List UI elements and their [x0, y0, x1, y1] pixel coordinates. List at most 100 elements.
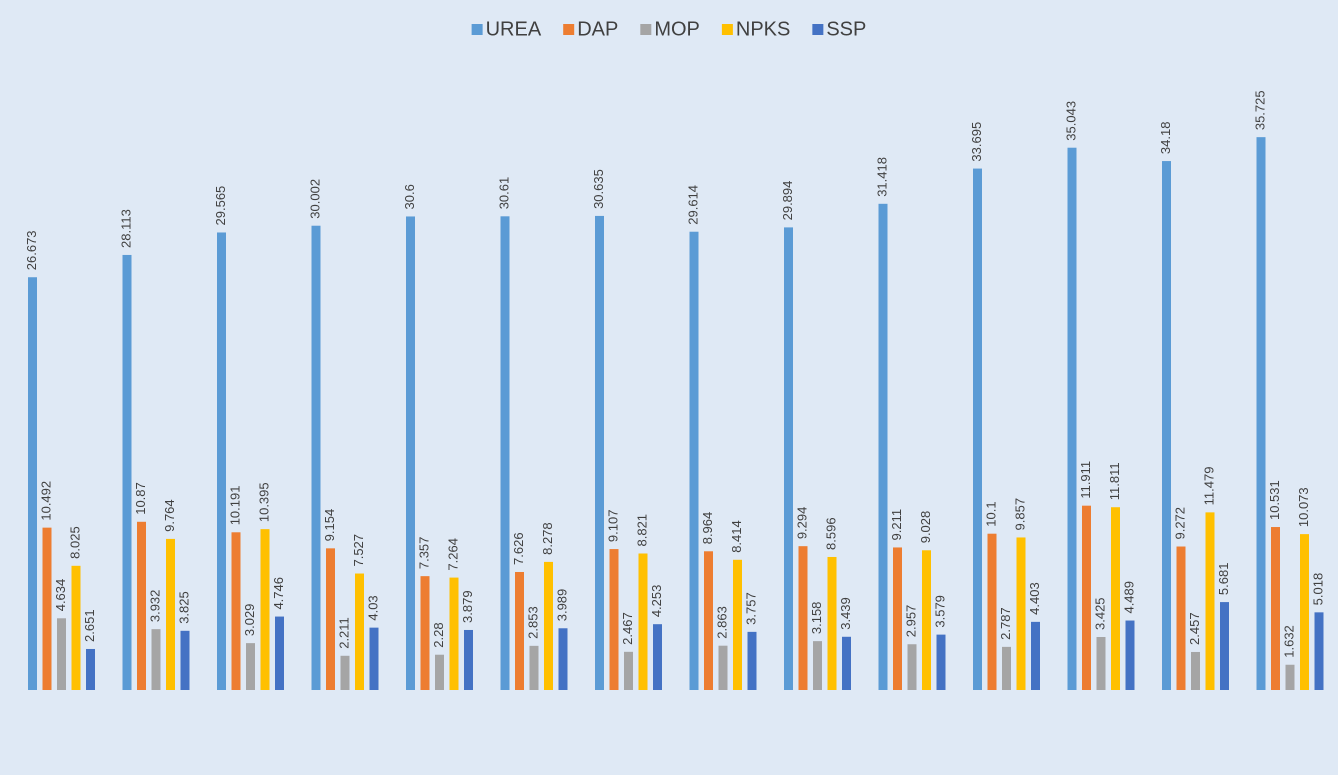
data-label: 2.957	[903, 605, 918, 638]
legend-swatch	[471, 24, 483, 35]
data-label: 2.651	[82, 609, 97, 642]
data-label: 1.632	[1281, 625, 1296, 658]
data-label: 30.002	[307, 179, 322, 219]
data-label: 11.911	[1078, 461, 1093, 499]
bar	[747, 631, 757, 690]
data-label: 5.018	[1310, 573, 1325, 606]
bar	[260, 529, 270, 690]
bar	[57, 618, 66, 690]
bar	[180, 630, 190, 690]
bar	[86, 648, 95, 690]
bar	[878, 203, 888, 690]
data-label: 4.253	[649, 585, 664, 618]
data-label: 2.28	[431, 622, 446, 647]
data-label: 4.746	[271, 577, 286, 610]
data-label: 2.853	[525, 606, 540, 639]
legend-label: NPKS	[736, 18, 790, 40]
bar	[1016, 537, 1026, 690]
data-label: 9.028	[918, 511, 933, 544]
data-label: 3.932	[147, 590, 162, 623]
data-label: 4.634	[53, 579, 68, 612]
bar	[1256, 137, 1266, 690]
bar	[1191, 651, 1200, 690]
legend-swatch	[812, 24, 824, 35]
bar	[326, 548, 335, 690]
bar	[1067, 147, 1077, 690]
data-label: 8.278	[540, 522, 555, 555]
bar	[813, 641, 822, 690]
bar	[907, 644, 917, 690]
data-label: 9.154	[322, 509, 337, 542]
bar	[544, 561, 553, 690]
bar	[973, 168, 982, 690]
bar	[1314, 612, 1324, 690]
bar	[1002, 646, 1011, 690]
bar	[231, 532, 241, 690]
data-label: 33.695	[969, 122, 984, 162]
bar	[1096, 636, 1106, 690]
bar	[624, 651, 633, 690]
data-label: 11.811	[1107, 462, 1122, 500]
legend-swatch	[563, 24, 575, 35]
data-label: 4.03	[365, 595, 380, 620]
bar	[1205, 512, 1215, 690]
data-label: 34.18	[1158, 122, 1173, 155]
data-label: 10.492	[38, 481, 53, 521]
data-label: 3.989	[554, 589, 569, 622]
data-label: 35.725	[1252, 90, 1267, 130]
bar	[1220, 602, 1229, 690]
bar	[1300, 534, 1309, 690]
data-label: 3.579	[932, 595, 947, 628]
bar	[1176, 546, 1186, 690]
bar	[689, 231, 699, 691]
bar	[435, 654, 444, 690]
data-label: 10.531	[1267, 480, 1282, 520]
bar	[529, 645, 539, 690]
bar	[166, 538, 175, 690]
data-label: 3.425	[1092, 597, 1107, 630]
bar	[420, 576, 430, 690]
bar	[1031, 621, 1040, 690]
bar	[842, 636, 851, 690]
bar	[151, 629, 161, 690]
bar	[71, 565, 81, 690]
bar	[449, 577, 459, 690]
bar	[1111, 507, 1120, 690]
data-label: 4.403	[1027, 582, 1042, 615]
bar	[558, 628, 568, 690]
data-label: 9.294	[794, 507, 809, 540]
bar	[1082, 505, 1091, 690]
bar	[28, 277, 37, 690]
bar	[246, 643, 255, 690]
bar	[653, 624, 662, 690]
data-label: 10.395	[256, 482, 271, 522]
data-label: 7.357	[416, 537, 431, 570]
data-label: 3.158	[809, 602, 824, 635]
bar	[1285, 664, 1295, 690]
data-label: 8.964	[700, 512, 715, 545]
legend-swatch	[640, 24, 652, 35]
bar	[369, 627, 379, 690]
data-label: 9.857	[1012, 498, 1027, 531]
bar	[406, 216, 415, 690]
data-label: 31.418	[874, 157, 889, 197]
data-label: 5.681	[1216, 563, 1231, 596]
bar	[122, 254, 132, 690]
bar	[515, 571, 524, 690]
data-label: 9.764	[162, 499, 177, 532]
bar	[1125, 620, 1135, 690]
data-label: 29.565	[213, 186, 228, 226]
data-label: 30.6	[402, 184, 417, 209]
data-label: 11.479	[1201, 467, 1216, 506]
bar	[1271, 527, 1280, 690]
data-label: 2.457	[1187, 612, 1202, 645]
bar	[733, 559, 742, 690]
data-label: 7.264	[445, 538, 460, 571]
bar	[798, 546, 808, 690]
data-label: 8.025	[67, 526, 82, 559]
bar	[638, 553, 648, 690]
data-label: 26.673	[24, 230, 39, 270]
bar	[609, 549, 619, 690]
data-label: 2.863	[714, 606, 729, 639]
data-label: 8.596	[823, 517, 838, 550]
